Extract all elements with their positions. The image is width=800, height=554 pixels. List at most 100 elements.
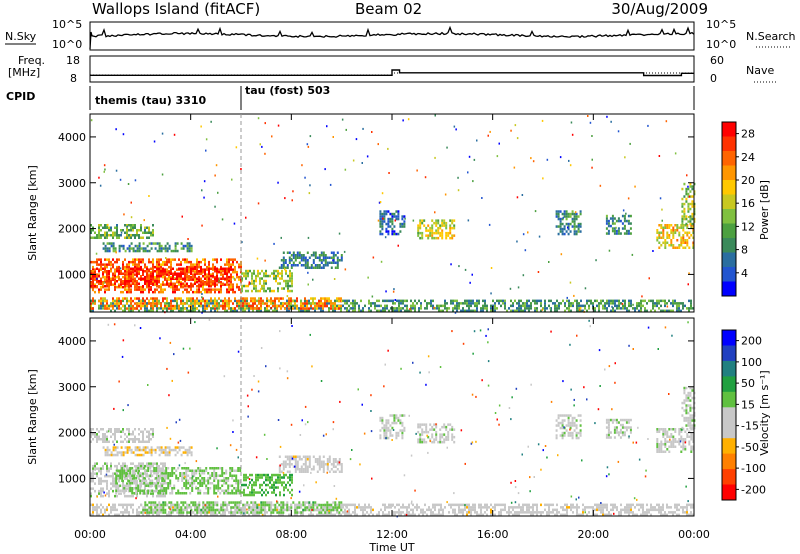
heatmap-cell — [198, 288, 200, 291]
heatmap-cell — [92, 277, 94, 280]
heatmap-cell — [474, 309, 476, 313]
heatmap-cell — [116, 229, 118, 232]
heatmap-cell — [395, 215, 398, 218]
heatmap-cell — [689, 424, 692, 427]
heatmap-cell — [629, 232, 632, 235]
heatmap-cell — [90, 479, 92, 483]
heatmap-cell — [236, 304, 238, 308]
heatmap-cell — [227, 489, 230, 492]
scatter-cell — [569, 281, 572, 284]
heatmap-cell — [224, 297, 226, 300]
heatmap-cell — [146, 285, 148, 288]
heatmap-cell — [304, 458, 307, 461]
heatmap-cell — [121, 472, 124, 475]
heatmap-cell — [567, 212, 570, 216]
heatmap-cell — [324, 261, 327, 264]
heatmap-cell — [427, 234, 430, 237]
heatmap-cell — [212, 302, 214, 305]
heatmap-cell — [354, 304, 356, 308]
heatmap-cell — [421, 430, 424, 434]
heatmap-cell — [324, 299, 326, 303]
heatmap-cell — [446, 307, 448, 310]
heatmap-cell — [417, 440, 420, 444]
heatmap-cell — [674, 440, 677, 443]
heatmap-cell — [362, 309, 364, 313]
heatmap-cell — [559, 227, 562, 231]
heatmap-cell — [432, 299, 434, 303]
heatmap-cell — [189, 492, 192, 495]
heatmap-cell — [112, 448, 115, 452]
heatmap-cell — [284, 266, 287, 269]
heatmap-cell — [191, 484, 194, 487]
heatmap-cell — [112, 304, 114, 308]
heatmap-cell — [226, 272, 228, 275]
scatter-cell — [566, 296, 568, 299]
heatmap-cell — [322, 470, 325, 473]
heatmap-cell — [658, 231, 661, 234]
heatmap-cell — [108, 242, 111, 245]
scatter-cell — [90, 119, 93, 122]
heatmap-cell — [114, 482, 116, 485]
heatmap-cell — [510, 309, 512, 313]
heatmap-cell — [106, 275, 108, 279]
heatmap-cell — [126, 290, 128, 294]
heatmap-cell — [288, 261, 291, 264]
heatmap-cell — [112, 453, 115, 457]
heatmap-cell — [160, 285, 162, 289]
heatmap-cell — [680, 241, 683, 244]
heatmap-cell — [110, 244, 113, 248]
heatmap-cell — [445, 435, 448, 439]
heatmap-cell — [122, 247, 125, 250]
heatmap-cell — [158, 513, 160, 517]
heatmap-cell — [518, 304, 520, 308]
heatmap-cell — [166, 299, 168, 303]
heatmap-cell — [640, 307, 642, 310]
heatmap-cell — [441, 224, 444, 227]
heatmap-cell — [102, 307, 104, 310]
heatmap-cell — [283, 476, 285, 479]
heatmap-cell — [144, 487, 146, 490]
heatmap-cell — [466, 302, 468, 305]
heatmap-cell — [432, 307, 434, 310]
heatmap-cell — [163, 487, 166, 490]
heatmap-cell — [312, 297, 314, 300]
heatmap-cell — [128, 229, 130, 232]
heatmap-cell — [244, 309, 246, 313]
heatmap-cell — [623, 232, 626, 235]
heatmap-cell — [123, 487, 126, 490]
heatmap-cell — [691, 424, 694, 427]
heatmap-cell — [210, 297, 212, 300]
heatmap-cell — [332, 261, 335, 264]
heatmap-cell — [148, 299, 150, 303]
heatmap-cell — [393, 230, 396, 233]
heatmap-cell — [387, 421, 390, 425]
heatmap-cell — [225, 482, 228, 485]
scatter-cell — [324, 168, 326, 171]
heatmap-cell — [378, 304, 380, 308]
heatmap-cell — [291, 478, 293, 482]
heatmap-cell — [280, 304, 282, 308]
heatmap-cell — [205, 479, 208, 482]
heatmap-cell — [617, 421, 620, 424]
heatmap-cell — [393, 212, 396, 216]
heatmap-cell — [628, 299, 630, 303]
heatmap-cell — [302, 470, 305, 473]
heatmap-cell — [98, 236, 100, 239]
heatmap-cell — [592, 302, 594, 305]
heatmap-cell — [215, 472, 218, 475]
heatmap-cell — [176, 275, 178, 278]
heatmap-cell — [124, 275, 126, 279]
heatmap-cell — [100, 479, 102, 483]
heatmap-cell — [178, 307, 180, 310]
heatmap-cell — [346, 309, 348, 313]
heatmap-cell — [174, 272, 176, 275]
heatmap-cell — [687, 192, 690, 196]
heatmap-cell — [225, 477, 228, 480]
heatmap-cell — [98, 479, 100, 483]
heatmap-cell — [248, 309, 250, 313]
heatmap-cell — [136, 453, 139, 457]
heatmap-cell — [144, 229, 146, 232]
scatter-cell — [559, 156, 562, 159]
heatmap-cell — [138, 260, 140, 264]
heatmap-cell — [172, 267, 174, 270]
